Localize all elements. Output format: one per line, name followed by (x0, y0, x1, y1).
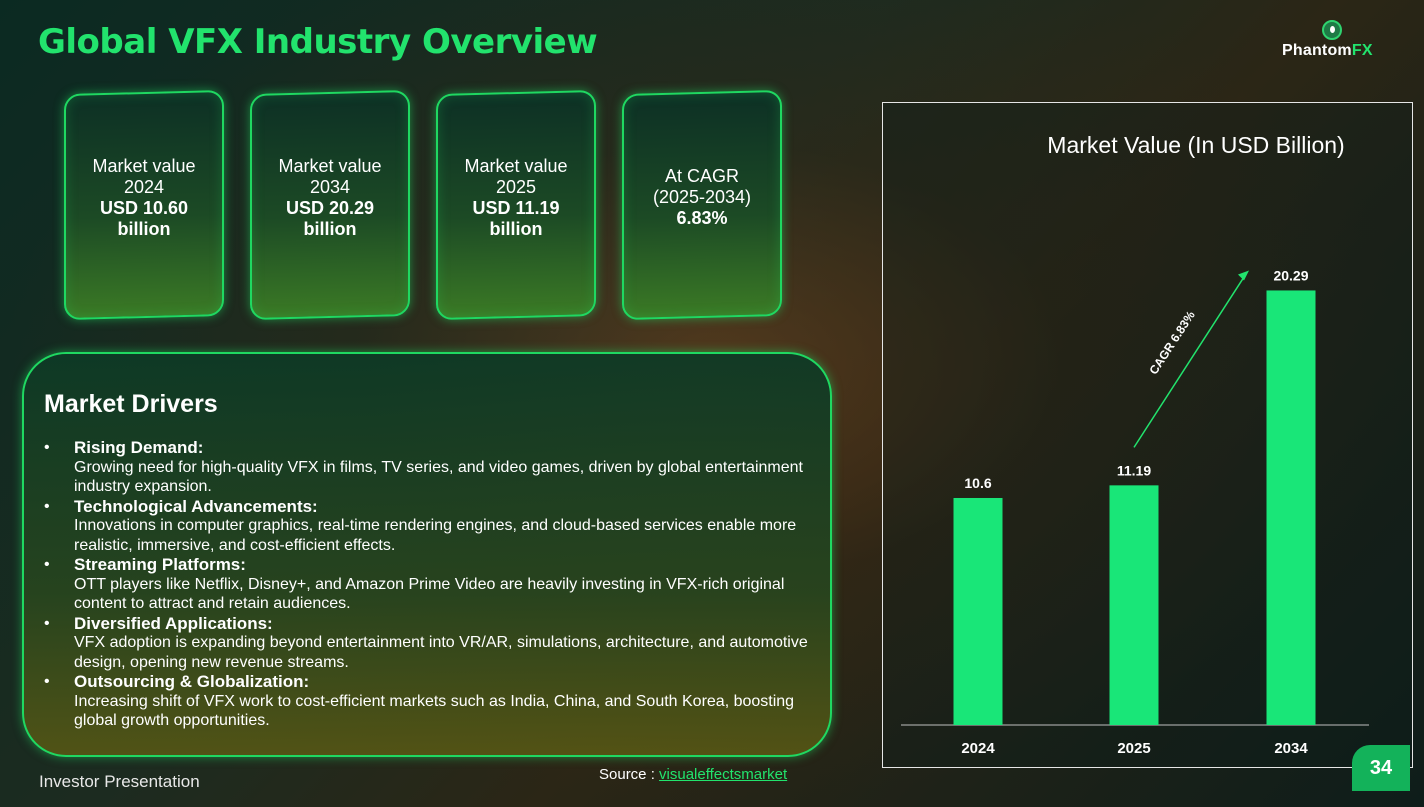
driver-text: Increasing shift of VFX work to cost-eff… (74, 692, 795, 730)
stat-card-value: USD 20.29 (285, 198, 375, 218)
data-label-2024: 10.6 (964, 475, 991, 491)
x-tick-label-2034: 2034 (1274, 740, 1308, 757)
stat-card-unit: billion (489, 219, 543, 239)
stat-card-value: USD 11.19 (472, 198, 560, 218)
driver-item: Diversified Applications: VFX adoption i… (42, 614, 812, 673)
stat-card-sublabel: 2024 (123, 177, 165, 197)
market-drivers-list: Rising Demand: Growing need for high-qua… (42, 438, 812, 731)
stat-card-label: Market value (464, 156, 568, 176)
stat-card-unit: billion (303, 219, 357, 239)
source-link[interactable]: visualeffectsmarket (659, 766, 788, 783)
logo-text-accent: FX (1351, 42, 1373, 59)
chart-title: Market Value (In USD Billion) (1047, 132, 1344, 158)
driver-item: Technological Advancements: Innovations … (42, 497, 812, 556)
market-drivers-panel: Market Drivers Rising Demand: Growing ne… (22, 352, 832, 757)
driver-heading: Diversified Applications: (74, 613, 273, 633)
footer-label: Investor Presentation (39, 772, 200, 791)
data-label-2034: 20.29 (1273, 267, 1308, 283)
stat-card-2025: Market value 2025 USD 11.19 billion (436, 89, 596, 321)
source-label: Source : (599, 766, 660, 783)
page-title: Global VFX Industry Overview (38, 22, 598, 62)
x-tick-label-2024: 2024 (961, 740, 995, 757)
driver-heading: Outsourcing & Globalization: (74, 672, 310, 691)
stat-card-sublabel: (2025-2034) (652, 187, 752, 207)
stat-card-value: 6.83% (676, 208, 728, 228)
page-number: 34 (1352, 745, 1410, 791)
driver-text: Innovations in computer graphics, real-t… (74, 517, 797, 554)
driver-heading: Rising Demand: (74, 438, 204, 457)
driver-text: OTT players like Netflix, Disney+, and A… (74, 575, 785, 613)
company-logo: PhantomFX (1282, 20, 1392, 64)
bar-2025 (1109, 485, 1159, 725)
driver-text: VFX adoption is expanding beyond enterta… (74, 634, 808, 671)
stat-card-label: Market value (92, 156, 196, 176)
stat-card-2034: Market value 2034 USD 20.29 billion (250, 89, 410, 321)
source-line: Source : visualeffectsmarket (599, 766, 787, 783)
driver-item: Rising Demand: Growing need for high-qua… (42, 438, 812, 497)
stat-card-label: At CAGR (664, 166, 739, 186)
stat-card-label: Market value (278, 156, 382, 176)
logo-text: PhantomFX (1282, 42, 1373, 60)
driver-text: Growing need for high-quality VFX in fil… (74, 458, 803, 496)
logo-text-main: Phantom (1282, 42, 1352, 59)
stat-cards: Market value 2024 USD 10.60 billion Mark… (64, 89, 794, 322)
driver-item: Streaming Platforms: OTT players like Ne… (42, 555, 812, 614)
stat-card-unit: billion (117, 219, 171, 239)
driver-heading: Technological Advancements: (74, 496, 318, 516)
cagr-annotation: CAGR 6.83% (1146, 308, 1198, 377)
cagr-arrowhead-icon (1238, 270, 1249, 281)
driver-heading: Streaming Platforms: (74, 555, 246, 574)
market-drivers-title: Market Drivers (44, 390, 218, 418)
bar-2024 (953, 497, 1003, 725)
driver-item: Outsourcing & Globalization: Increasing … (42, 672, 812, 731)
bar-2034 (1266, 290, 1316, 725)
market-value-chart: Market Value (In USD Billion) 10.6 2024 11.… (882, 102, 1413, 768)
stat-card-sublabel: 2025 (495, 177, 537, 197)
data-label-2025: 11.19 (1117, 462, 1151, 478)
stat-card-2024: Market value 2024 USD 10.60 billion (64, 89, 224, 321)
chart-svg: Market Value (In USD Billion) 10.6 2024 11.… (901, 132, 1369, 757)
phantom-logo-icon (1322, 20, 1342, 40)
stat-card-cagr: At CAGR (2025-2034) 6.83% (622, 89, 782, 321)
stat-card-sublabel: 2034 (309, 177, 351, 197)
x-tick-label-2025: 2025 (1117, 740, 1150, 757)
stat-card-value: USD 10.60 (99, 198, 189, 218)
cagr-arrow-line (1133, 275, 1246, 448)
